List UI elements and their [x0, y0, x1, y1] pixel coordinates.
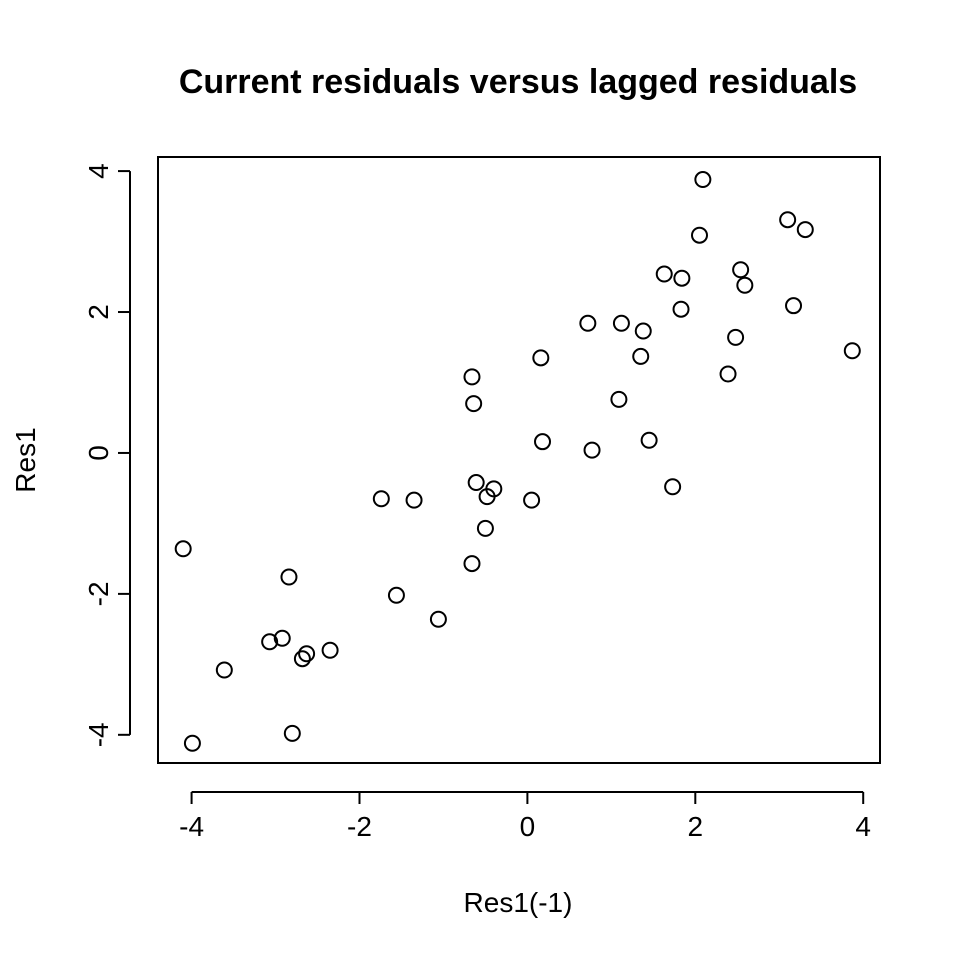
data-point [465, 395, 483, 413]
data-point [583, 441, 601, 459]
data-point [785, 297, 803, 315]
data-point [280, 568, 298, 586]
data-point [532, 349, 550, 367]
data-point [727, 328, 745, 346]
plot-frame [157, 156, 881, 764]
x-tick-label: -4 [179, 811, 204, 842]
y-tick-label: -2 [83, 581, 114, 606]
data-point [779, 211, 797, 229]
data-point [463, 555, 481, 573]
data-point [174, 540, 192, 558]
data-point [655, 265, 673, 283]
data-point [691, 226, 708, 244]
data-point [579, 314, 597, 332]
data-point [694, 171, 712, 189]
x-axis-label: Res1(-1) [464, 887, 573, 918]
data-point [283, 724, 301, 742]
data-point [664, 478, 682, 496]
x-tick-label: 2 [688, 811, 704, 842]
y-tick-label: 0 [83, 445, 114, 461]
data-point [672, 300, 690, 318]
data-point [843, 342, 861, 360]
data-point [736, 276, 754, 294]
x-axis: -4 -2 0 2 4 [179, 791, 871, 842]
y-tick-label: 2 [83, 304, 114, 320]
data-point [293, 650, 311, 668]
chart-title: Current residuals versus lagged residual… [179, 63, 857, 101]
data-point [372, 490, 390, 508]
y-axis-label: Res1 [10, 427, 41, 492]
x-tick-label: 4 [855, 811, 871, 842]
y-tick-label: 4 [83, 163, 114, 179]
y-axis: -4 -2 0 2 4 [83, 163, 131, 747]
data-point [610, 390, 628, 408]
data-point [476, 519, 494, 537]
data-point [273, 629, 291, 647]
data-point [467, 474, 485, 492]
x-tick-label: -2 [347, 811, 372, 842]
data-point [673, 269, 691, 287]
data-point [634, 322, 652, 340]
data-point [261, 633, 279, 651]
data-points [174, 171, 861, 752]
data-point [534, 433, 552, 451]
data-point [429, 610, 447, 628]
data-point [632, 347, 650, 365]
data-point [523, 491, 541, 509]
data-point [640, 431, 658, 449]
data-point [719, 365, 737, 383]
data-point [463, 368, 481, 386]
data-point [183, 734, 201, 752]
data-point [612, 314, 630, 332]
data-point [321, 641, 339, 659]
data-point [215, 661, 233, 679]
data-point [796, 221, 814, 239]
data-point [298, 645, 316, 663]
x-tick-label: 0 [520, 811, 536, 842]
data-point [405, 491, 423, 509]
data-point [485, 480, 503, 498]
y-tick-label: -4 [83, 722, 114, 747]
data-point [732, 261, 750, 279]
data-point [387, 586, 405, 604]
